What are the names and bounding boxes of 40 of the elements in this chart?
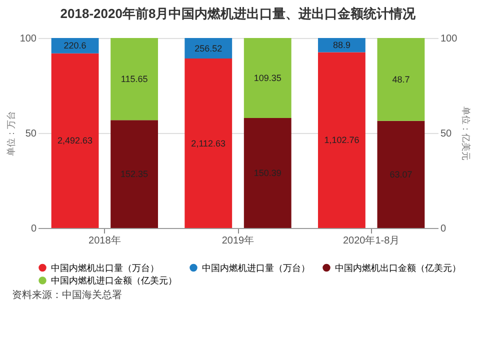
annotation: 150.39 [254, 168, 282, 178]
y-tick-label: 0 [30, 224, 37, 234]
legend-label: 中国内燃机进口金额（亿美元） [51, 276, 177, 286]
annotation: 63.07 [390, 169, 412, 180]
x-tick-label: 2020年1-8月 [342, 234, 400, 246]
y-axis-title: 单位：万台 [6, 111, 16, 156]
annotation: 115.65 [120, 74, 148, 84]
annotation: 152.35 [120, 169, 148, 180]
bar [51, 53, 99, 228]
x-tick-label: 2018年 [88, 234, 121, 246]
y2-tick-label: 100 [440, 34, 458, 44]
annotation: 48.7 [392, 74, 410, 84]
annotation: 1,102.76 [324, 135, 360, 146]
annotation: 88.9 [332, 40, 350, 50]
annotation: 2,492.63 [58, 136, 93, 146]
annotation: 109.35 [254, 72, 282, 83]
legend-label: 中国内燃机进口量（万台） [202, 262, 310, 273]
bar [244, 118, 292, 228]
bar [184, 58, 232, 228]
bar [244, 38, 292, 118]
y-tick-label: 100 [20, 34, 37, 44]
bar [110, 38, 158, 120]
annotation: 220.6 [64, 40, 86, 51]
y2-axis-title: 单位：亿美元 [461, 106, 472, 160]
bar [184, 38, 232, 59]
chart-title: 2018-2020年前8月中国内燃机进出口量、进出口金额统计情况 [60, 6, 417, 21]
text: 资料来源：中国海关总署 [11, 288, 123, 302]
y2-tick-label: 0 [440, 224, 446, 234]
bar [318, 38, 366, 52]
x-tick-label: 2019年 [222, 234, 254, 246]
legend-label: 中国内燃机出口量（万台） [51, 262, 159, 273]
annotation: 2,112.63 [191, 138, 226, 148]
bar [377, 38, 425, 121]
bar [377, 120, 425, 228]
y2-tick-label: 50 [440, 128, 452, 140]
legend-label: 中国内燃机出口金额（亿美元） [335, 262, 461, 273]
bar [110, 120, 158, 228]
y-tick-label: 50 [25, 128, 37, 140]
annotation: 256.52 [194, 43, 222, 54]
bar [318, 52, 366, 228]
